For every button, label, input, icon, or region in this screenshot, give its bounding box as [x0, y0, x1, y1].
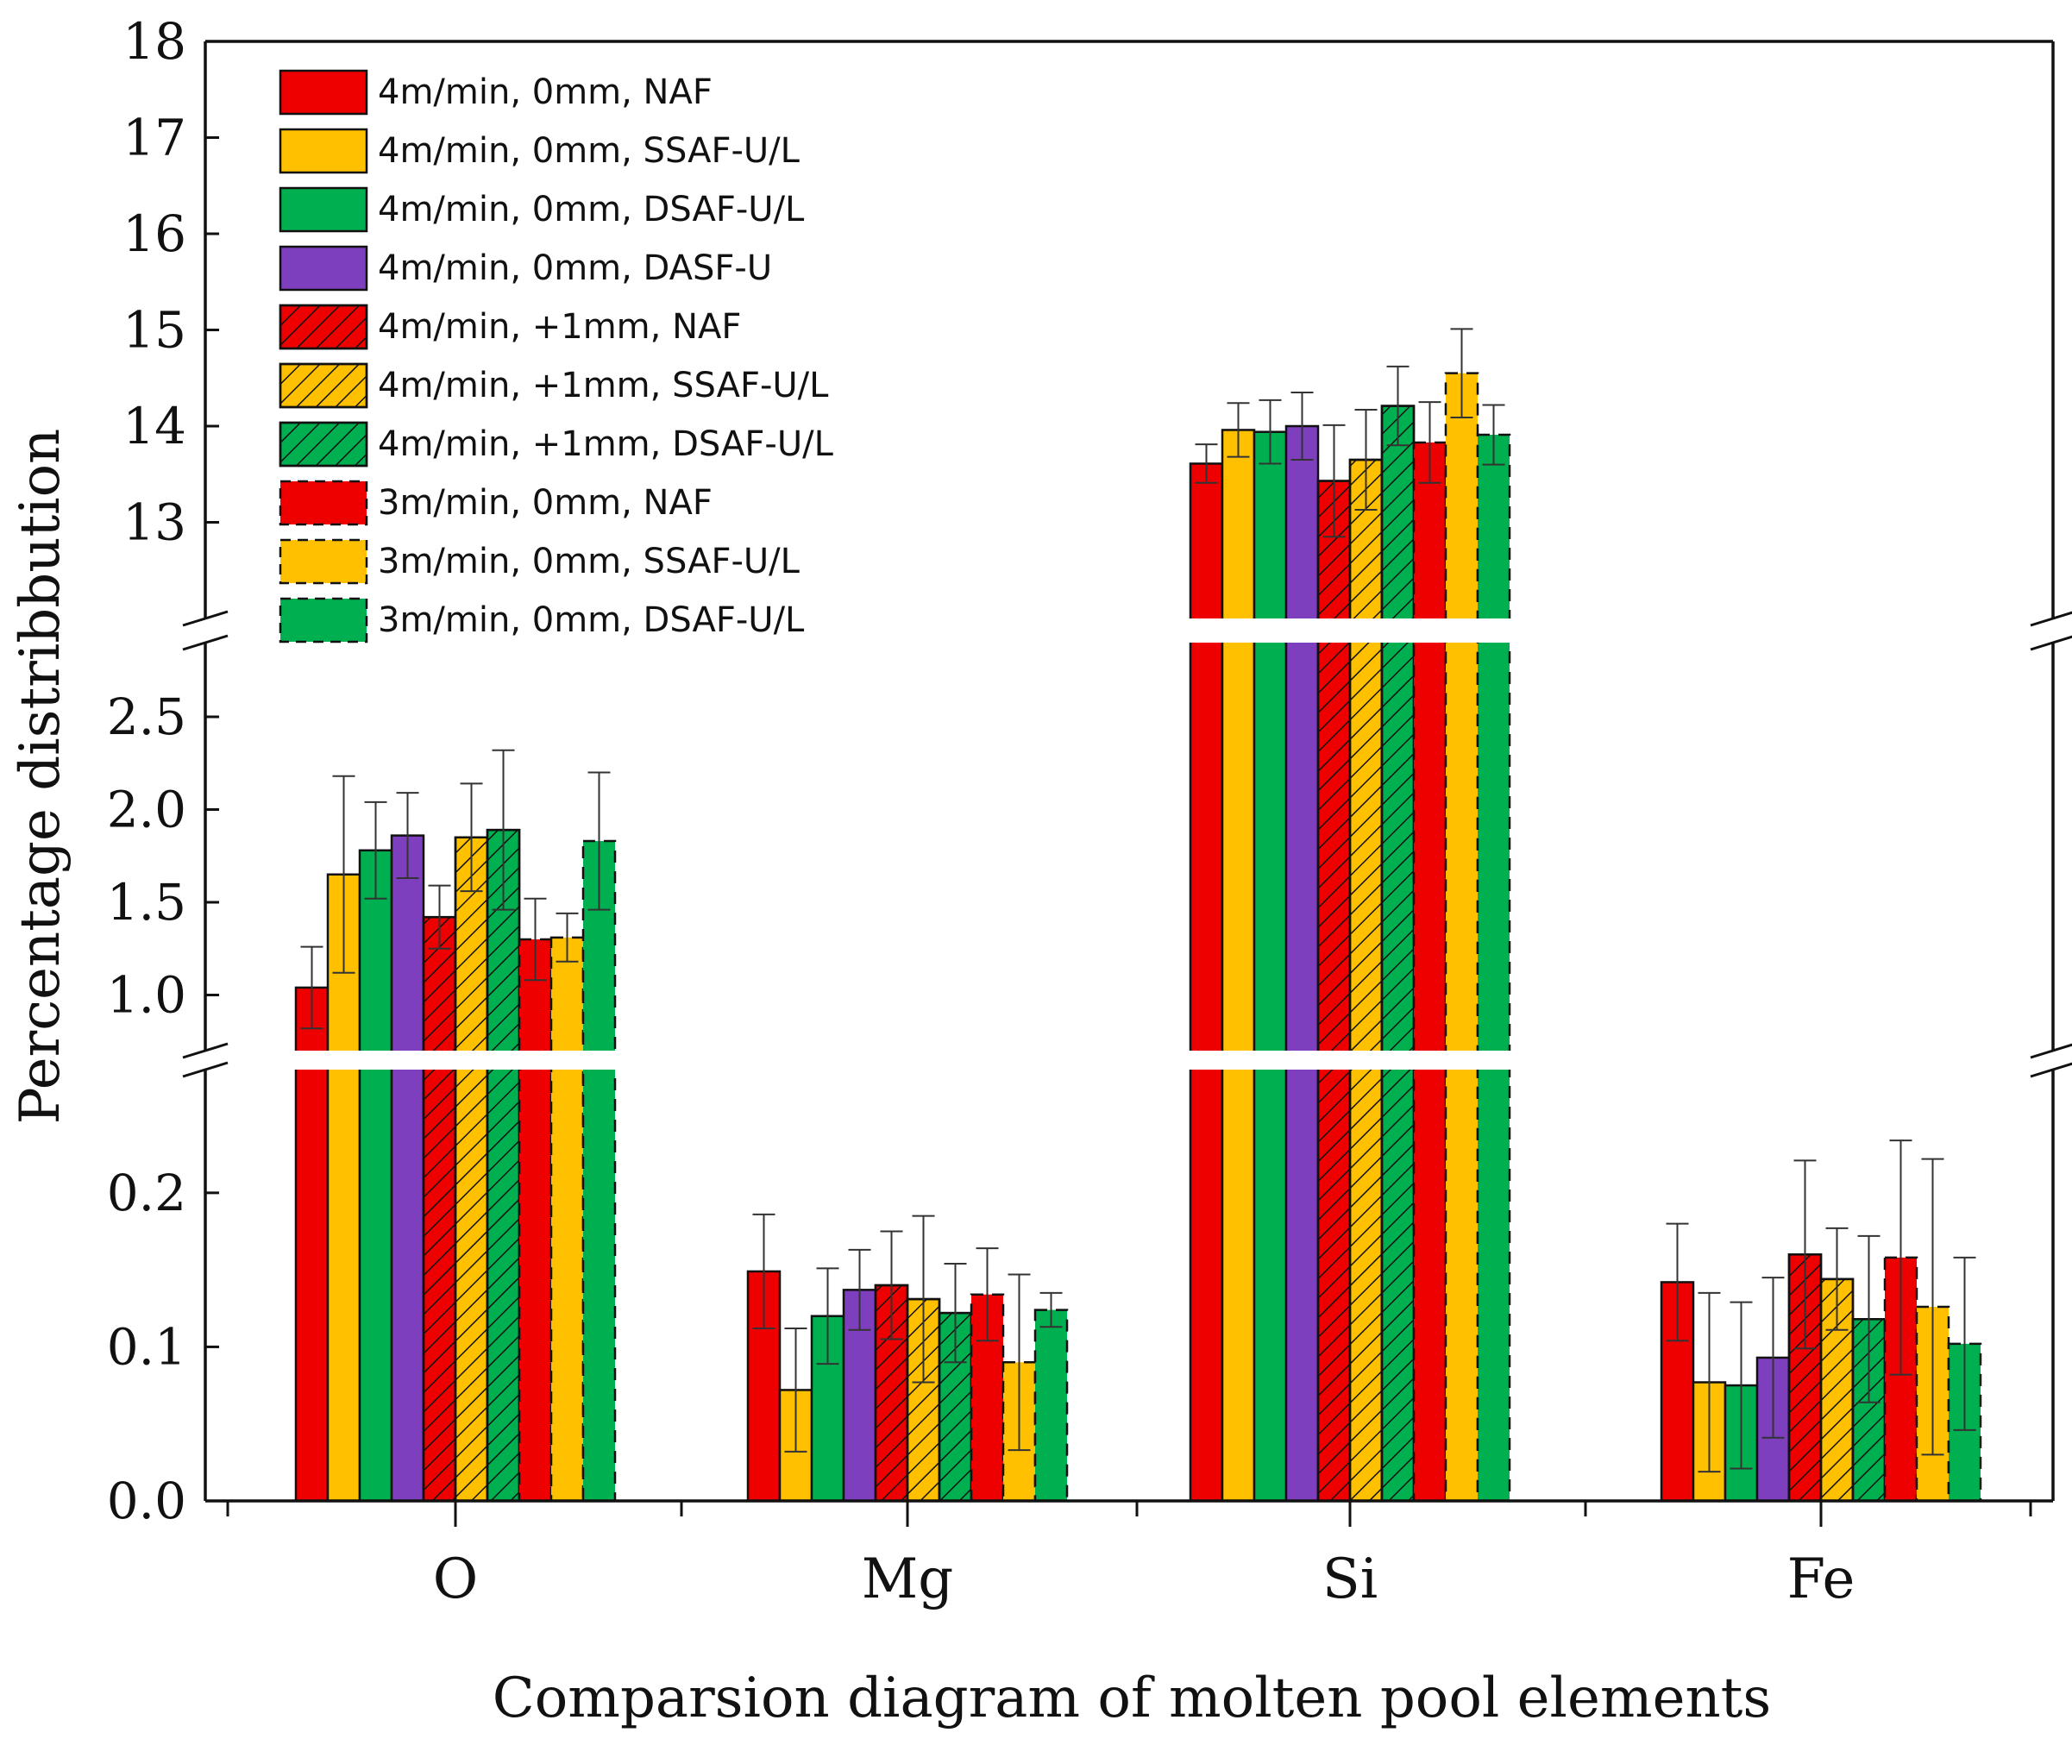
bar	[358, 849, 393, 1503]
y-axis-label: Percentage distribbution	[9, 429, 72, 1125]
y-tick-label: 13	[122, 493, 186, 552]
y-tick-label: 0.2	[107, 1164, 186, 1222]
legend-label: 4m/min, 0mm, DASF-U	[378, 248, 772, 288]
bar	[549, 936, 585, 1503]
y-tick-label: 1.0	[107, 966, 186, 1025]
y-tick-label: 15	[122, 301, 186, 360]
bar	[1253, 430, 1288, 1503]
x-axis-label: Comparsion diagram of molten pool elemen…	[493, 1667, 1771, 1730]
y-tick-label: 17	[122, 109, 186, 167]
bar	[1033, 1309, 1069, 1503]
legend-swatch	[279, 245, 368, 292]
legend: 4m/min, 0mm, NAF 4m/min, 0mm, SSAF-U/L 4m/…	[279, 69, 834, 643]
bar-hatch	[454, 836, 489, 1503]
legend-label: 4m/min, +1mm, DSAF-U/L	[378, 424, 834, 464]
bar	[1284, 424, 1320, 1503]
legend-swatch-hatch	[279, 421, 368, 468]
x-tick-label: O	[433, 1547, 478, 1611]
y-tick-label: 0.0	[107, 1472, 186, 1530]
bar	[390, 834, 425, 1503]
legend-label: 3m/min, 0mm, NAF	[378, 483, 713, 523]
error-bars-layer	[300, 328, 1976, 1473]
y-tick-label: 2.0	[107, 781, 186, 839]
bar	[294, 986, 330, 1503]
bar	[1476, 433, 1511, 1503]
legend-swatch-hatch	[279, 362, 368, 409]
x-tick-label: Fe	[1787, 1547, 1855, 1611]
axis-break-gap	[188, 1051, 2070, 1070]
bar	[518, 938, 553, 1503]
legend-label: 4m/min, 0mm, DSAF-U/L	[378, 190, 805, 229]
legend-swatch	[279, 69, 368, 116]
y-tick-label: 16	[122, 204, 186, 263]
x-tick-label: Mg	[862, 1547, 954, 1611]
bar	[1444, 372, 1479, 1503]
y-tick-label: 0.1	[107, 1317, 186, 1376]
axis-break-gap	[188, 618, 2070, 643]
legend-label: 4m/min, 0mm, SSAF-U/L	[378, 131, 801, 171]
bar-hatch	[1348, 458, 1384, 1503]
y-tick-label: 1.5	[107, 873, 186, 932]
legend-swatch	[279, 480, 368, 526]
legend-swatch	[279, 128, 368, 174]
bar-hatch	[422, 915, 457, 1503]
legend-swatch	[279, 186, 368, 233]
legend-swatch-hatch	[279, 304, 368, 350]
axis-breaks-layer	[182, 610, 2072, 1078]
legend-label: 3m/min, 0mm, SSAF-U/L	[378, 542, 801, 581]
x-tick-label: Si	[1322, 1547, 1378, 1611]
legend-label: 4m/min, +1mm, NAF	[378, 307, 741, 347]
y-tick-label: 18	[122, 12, 186, 71]
legend-label: 3m/min, 0mm, DSAF-U/L	[378, 600, 805, 640]
y-tick-label: 14	[122, 397, 186, 455]
legend-swatch	[279, 597, 368, 643]
bar-hatch	[1380, 405, 1416, 1503]
legend-label: 4m/min, 0mm, NAF	[378, 72, 713, 112]
bar	[1221, 429, 1256, 1503]
bar-hatch	[486, 828, 521, 1503]
legend-swatch	[279, 538, 368, 585]
y-axis-ticks: 0.0 0.1 0.2 1.0 1.5 2.0 2.5 13 14 15 16 17 18	[107, 12, 219, 1530]
y-tick-label: 2.5	[107, 687, 186, 746]
legend-label: 4m/min, +1mm, SSAF-U/L	[378, 366, 829, 405]
x-axis-ticks: O Mg Si Fe	[226, 1501, 2032, 1611]
bar	[581, 839, 617, 1503]
bar	[1412, 441, 1447, 1503]
